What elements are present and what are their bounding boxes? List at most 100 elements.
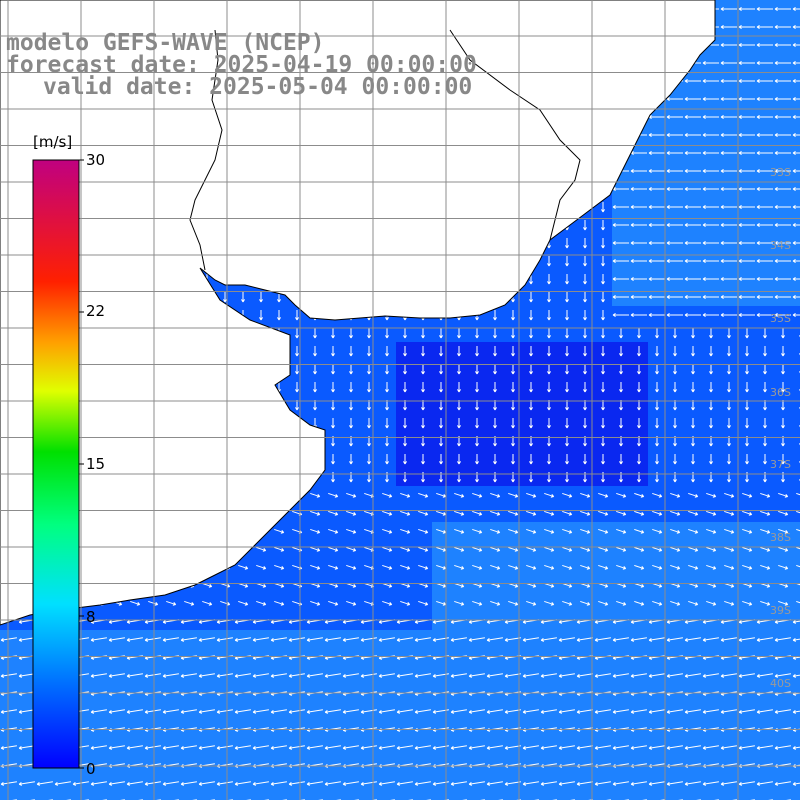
wind-arrow (702, 97, 719, 101)
wind-arrow (331, 346, 335, 357)
wind-arrow (709, 382, 713, 393)
wind-arrow (637, 346, 641, 357)
wind-arrow (684, 133, 701, 137)
wind-arrow (241, 292, 245, 303)
wind-arrow (684, 79, 701, 83)
wind-arrow (619, 328, 623, 339)
wind-arrow (295, 328, 299, 339)
wind-arrow (774, 151, 791, 155)
wind-arrow (738, 187, 755, 191)
wind-arrow (702, 295, 719, 299)
wind-arrow (648, 277, 665, 281)
colorbar-unit: [m/s] (33, 133, 73, 151)
wind-arrow (648, 295, 665, 299)
wind-arrow (720, 7, 737, 11)
colorbar-tick-label: 22 (86, 302, 106, 320)
wind-arrow (612, 313, 629, 317)
wind-arrow (601, 346, 605, 357)
wind-arrow (702, 223, 719, 227)
wind-arrow (367, 328, 371, 339)
wind-arrow (403, 364, 407, 375)
wind-arrow (774, 7, 791, 11)
wind-arrow (666, 259, 683, 263)
wind-arrow (349, 328, 353, 339)
wind-arrow (630, 259, 647, 263)
latitude-label: 36S (770, 386, 791, 399)
wind-arrow (774, 169, 791, 173)
wind-arrow (774, 133, 791, 137)
wind-arrow (756, 115, 773, 119)
wind-arrow (612, 277, 629, 281)
wind-arrow (727, 346, 731, 357)
wind-arrow (385, 328, 389, 339)
wind-arrow (673, 328, 677, 339)
wind-arrow (529, 346, 533, 357)
wind-arrow (756, 205, 773, 209)
wind-arrow (511, 346, 515, 357)
wind-arrow (720, 259, 737, 263)
wind-arrow (630, 187, 647, 191)
wind-arrow (313, 400, 317, 411)
wind-arrow (673, 346, 677, 357)
wind-arrow (702, 241, 719, 245)
wind-arrow (655, 328, 659, 339)
wind-arrow (781, 364, 785, 375)
wind-arrow (792, 205, 800, 209)
wind-arrow (583, 310, 587, 321)
wind-arrow (720, 115, 737, 119)
wind-arrow (565, 328, 569, 339)
wind-arrow (295, 364, 299, 375)
wind-arrow (385, 346, 389, 357)
wind-arrow (655, 382, 659, 393)
wind-arrow (601, 328, 605, 339)
wind-arrow (259, 310, 263, 321)
wind-arrow (565, 256, 569, 267)
wind-arrow (702, 313, 719, 317)
wind-arrow (655, 346, 659, 357)
wind-arrow (702, 79, 719, 83)
latitude-label: 40S (770, 677, 791, 690)
wind-arrow (403, 382, 407, 393)
wind-arrow (565, 238, 569, 249)
wind-arrow (792, 187, 800, 191)
wind-arrow (529, 328, 533, 339)
wind-arrow (349, 364, 353, 375)
wind-arrow (439, 364, 443, 375)
wind-arrow (738, 97, 755, 101)
wind-arrow (792, 133, 800, 137)
wind-arrow (702, 61, 719, 65)
wind-arrow (583, 382, 587, 393)
wind-arrow (666, 241, 683, 245)
wind-arrow (691, 328, 695, 339)
wind-arrow (691, 382, 695, 393)
wind-arrow (774, 97, 791, 101)
wind-arrow (720, 97, 737, 101)
wind-arrow (684, 187, 701, 191)
wind-arrow (763, 364, 767, 375)
wind-arrow (684, 115, 701, 119)
wind-arrow (511, 364, 515, 375)
wind-arrow (702, 133, 719, 137)
wind-arrow (331, 364, 335, 375)
wind-arrow (601, 202, 605, 213)
wind-arrow (547, 364, 551, 375)
wind-arrow (630, 223, 647, 227)
wind-arrow (475, 346, 479, 357)
wind-arrow (720, 25, 737, 29)
wind-arrow (457, 328, 461, 339)
wind-arrow (684, 241, 701, 245)
wind-arrow (774, 277, 791, 281)
wind-arrow (792, 151, 800, 155)
wind-arrow (648, 313, 665, 317)
wind-arrow (529, 382, 533, 393)
wind-arrow (637, 382, 641, 393)
wind-arrow (673, 364, 677, 375)
wind-arrow (738, 79, 755, 83)
latitude-label: 39S (770, 604, 791, 617)
wind-arrow (349, 382, 353, 393)
wind-arrow (601, 364, 605, 375)
wind-arrow (630, 277, 647, 281)
wind-arrow (720, 295, 737, 299)
wind-arrow (666, 295, 683, 299)
